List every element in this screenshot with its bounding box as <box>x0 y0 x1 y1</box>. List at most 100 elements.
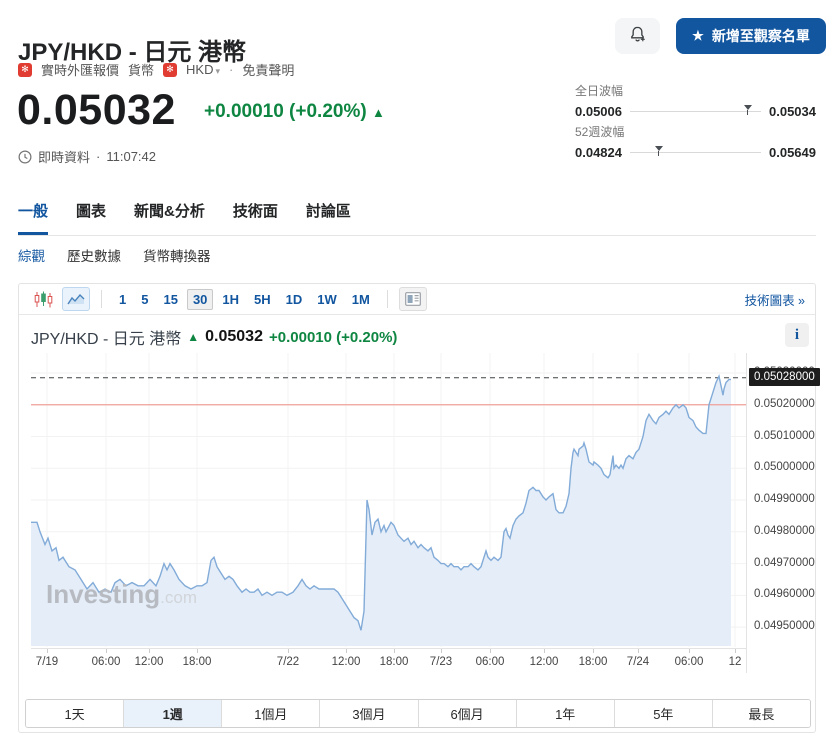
timeframe-1D[interactable]: 1D <box>285 291 303 307</box>
price-change: +0.00010 (+0.20%) ▲ <box>204 101 385 123</box>
chart-symbol: JPY/HKD - 日元 港幣 <box>31 331 182 348</box>
x-axis-label: 06:00 <box>475 656 505 668</box>
day-range-track <box>630 105 761 115</box>
chart-header: JPY/HKD - 日元 港幣 ▲ 0.05032 +0.00010 (+0.2… <box>31 325 397 349</box>
sub-tab-1[interactable]: 歷史數據 <box>67 249 121 264</box>
range-button-最長[interactable]: 最長 <box>712 700 810 727</box>
range-button-1個月[interactable]: 1個月 <box>222 700 321 727</box>
timeframe-1H[interactable]: 1H <box>222 291 240 307</box>
range-button-1週[interactable]: 1週 <box>124 700 223 727</box>
sub-tab-0[interactable]: 綜觀 <box>18 249 45 264</box>
breadcrumb-category[interactable]: 貨幣 <box>128 63 155 78</box>
alerts-button[interactable] <box>615 18 660 54</box>
x-axis-tick <box>593 649 594 653</box>
main-tab-1[interactable]: 圖表 <box>76 203 107 220</box>
breadcrumb-realtime[interactable]: 實時外匯報價 <box>41 63 120 78</box>
info-button[interactable]: i <box>785 323 809 347</box>
range-button-3個月[interactable]: 3個月 <box>320 700 419 727</box>
news-icon <box>404 292 421 306</box>
chart-change: +0.00010 (+0.20%) <box>268 328 398 346</box>
clock-icon <box>18 150 32 164</box>
technical-chart-link[interactable]: 技術圖表 » <box>744 293 805 308</box>
x-axis-tick <box>441 649 442 653</box>
timeframe-30[interactable]: 30 <box>186 288 214 310</box>
x-axis-tick <box>288 649 289 653</box>
day-range-label: 全日波幅 <box>575 84 624 98</box>
x-axis-label: 7/24 <box>626 656 650 668</box>
x-axis-tick <box>689 649 690 653</box>
y-axis-label: 0.04970000 <box>754 556 815 569</box>
breadcrumb: ✻ 實時外匯報價 貨幣 ✻ HKD ▾ · 免責聲明 <box>18 60 294 79</box>
current-price-badge: 0.05028000 <box>749 367 820 386</box>
y-axis: 0.05028000 0.050300000.050200000.0501000… <box>746 353 820 673</box>
main-tab-3[interactable]: 技術面 <box>232 203 278 220</box>
range-buttons: 1天 1週 1個月 3個月 6個月 1年 5年 最長 <box>25 699 811 728</box>
plot-area: Investing.com <box>31 353 746 649</box>
x-axis-label: 7/23 <box>429 656 453 668</box>
main-tab-4[interactable]: 討論區 <box>305 203 351 220</box>
main-tab-2[interactable]: 新聞&分析 <box>134 203 205 220</box>
sub-tab-2[interactable]: 貨幣轉換器 <box>143 249 211 264</box>
x-axis-tick <box>106 649 107 653</box>
candlestick-icon <box>34 291 53 308</box>
x-axis-label: 12:00 <box>529 656 559 668</box>
chart-toolbar: 1 5 15 30 1H 5H 1D 1W 1M 技術圖表 » <box>19 284 815 315</box>
toolbar-separator <box>386 290 388 308</box>
y-axis-label: 0.04990000 <box>754 493 815 506</box>
x-axis-label: 12:00 <box>331 656 361 668</box>
area-series-line <box>31 374 731 631</box>
chevron-down-icon: ▾ <box>215 66 221 76</box>
main-tabs: 一般 圖表 新聞&分析 技術面 討論區 <box>18 200 816 236</box>
area-series-fill <box>31 376 731 646</box>
timeframe-1W[interactable]: 1W <box>317 291 337 307</box>
x-axis-tick <box>394 649 395 653</box>
chart-price: 0.05032 <box>205 328 263 345</box>
timeframe-1M[interactable]: 1M <box>351 291 370 307</box>
week52-range-marker <box>654 146 663 157</box>
chart-widget: 1 5 15 30 1H 5H 1D 1W 1M 技術圖表 » JPY/HKD - 日元 港幣 … <box>18 283 820 733</box>
timeframe-5[interactable]: 5 <box>141 291 149 307</box>
week52-range-high: 0.05649 <box>769 145 816 160</box>
day-range-marker <box>743 105 752 116</box>
price-change-value: +0.00010 (+0.20%) <box>204 101 367 122</box>
timeframe-group: 1 5 15 30 1H 5H 1D 1W 1M <box>113 288 376 310</box>
timeframe-5H[interactable]: 5H <box>254 291 271 307</box>
realtime-time: 11:07:42 <box>106 149 156 164</box>
area-chart-icon <box>67 292 85 306</box>
news-view-button[interactable] <box>398 287 427 311</box>
hk-flag-icon: ✻ <box>18 62 32 77</box>
candlestick-chart-button[interactable] <box>29 287 57 311</box>
star-icon: ★ <box>692 28 704 43</box>
main-tab-0[interactable]: 一般 <box>18 200 49 235</box>
x-axis-tick <box>197 649 198 653</box>
week52-range-label: 52週波幅 <box>575 125 625 139</box>
timeframe-15[interactable]: 15 <box>163 291 178 307</box>
week52-range-track <box>630 146 761 156</box>
week52-range-block: 52週波幅 0.04824 0.05649 <box>575 123 816 160</box>
x-axis-tick <box>544 649 545 653</box>
x-axis-label: 12 <box>728 656 742 668</box>
last-price: 0.05032 <box>17 86 176 134</box>
disclaimer-link[interactable]: 免責聲明 <box>242 63 295 78</box>
range-button-1年[interactable]: 1年 <box>516 700 615 727</box>
realtime-separator: · <box>96 149 101 164</box>
timeframe-1[interactable]: 1 <box>119 291 127 307</box>
day-range-low: 0.05006 <box>575 104 622 119</box>
y-axis-label: 0.04980000 <box>754 524 815 537</box>
range-button-1天[interactable]: 1天 <box>26 700 125 727</box>
range-button-5年[interactable]: 5年 <box>614 700 713 727</box>
x-axis-tick <box>149 649 150 653</box>
area-chart-button[interactable] <box>62 287 90 311</box>
sub-tabs: 綜觀 歷史數據 貨幣轉換器 <box>18 245 211 265</box>
range-button-6個月[interactable]: 6個月 <box>418 700 517 727</box>
hk-flag-icon: ✻ <box>163 62 178 77</box>
x-axis-label: 12:00 <box>134 656 164 668</box>
add-watchlist-button[interactable]: ★ 新增至觀察名單 <box>676 18 826 54</box>
price-chart[interactable] <box>31 353 746 649</box>
x-axis-tick <box>638 649 639 653</box>
chart-up-arrow-icon: ▲ <box>187 330 200 344</box>
currency-selector[interactable]: HKD ▾ <box>186 62 220 77</box>
x-axis: 7/19 06:00 12:00 18:00 7/22 12:00 18:00 7/23 06:… <box>31 649 746 673</box>
x-axis-tick <box>490 649 491 653</box>
